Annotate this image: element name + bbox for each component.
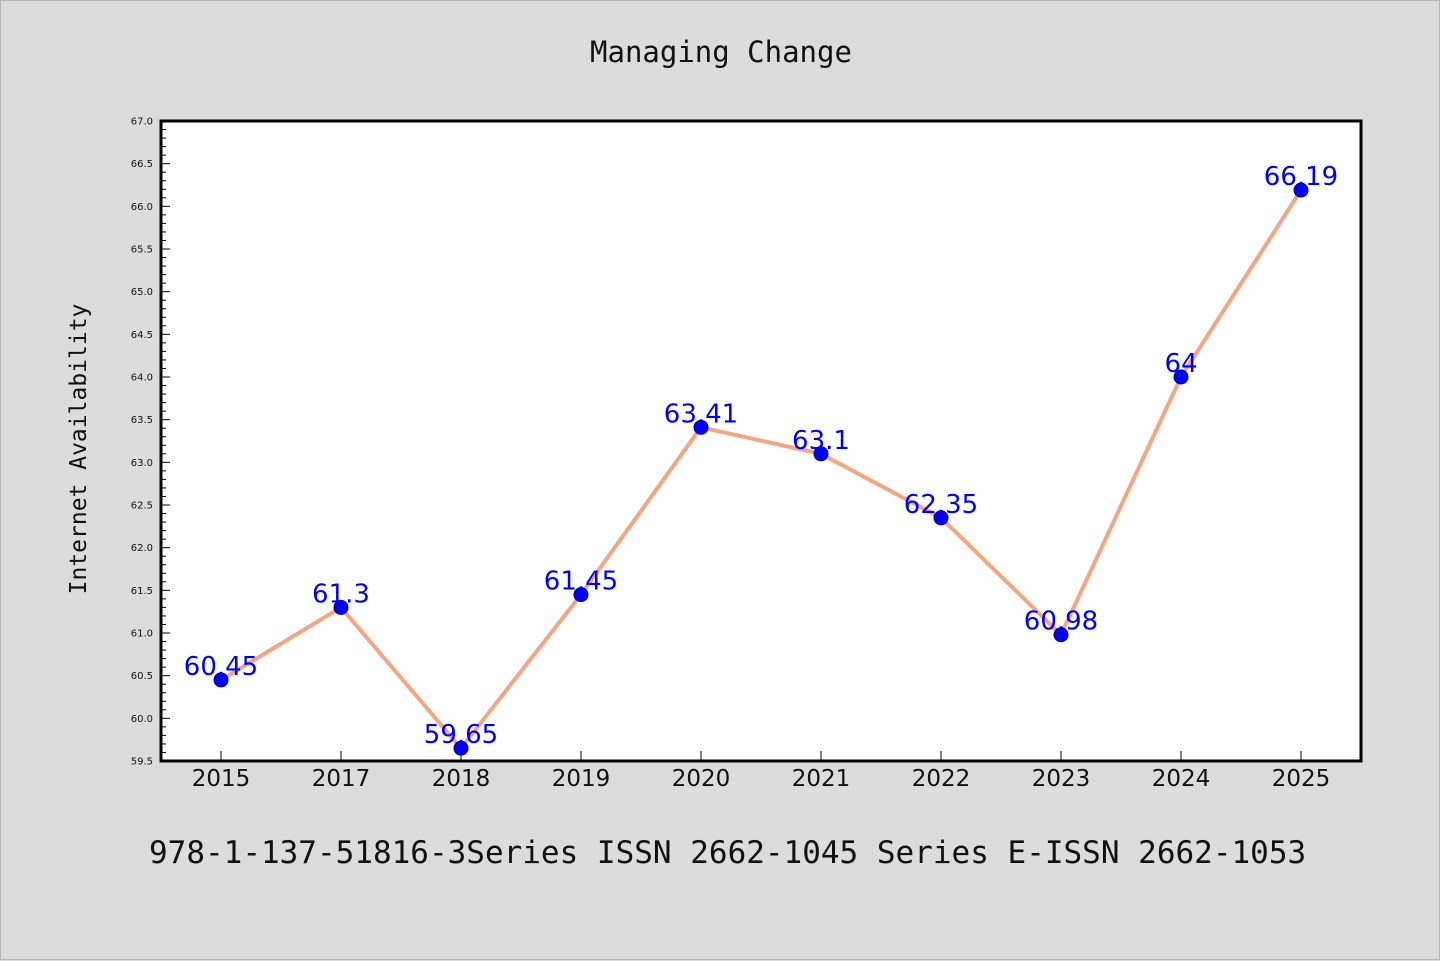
y-tick-label: 60.0 (131, 714, 153, 725)
y-tick-label: 61.0 (131, 629, 153, 640)
data-point (693, 419, 709, 435)
y-tick-label: 65.5 (131, 245, 153, 256)
y-tick-label: 62.5 (131, 501, 153, 512)
y-tick-label: 66.5 (131, 159, 153, 170)
series-line (219, 189, 1303, 751)
footer-isbn-text: 978-1-137-51816-3Series ISSN 2662-1045 S… (149, 835, 1307, 871)
x-axis-ticks: 2015 2017 2018 2019 2020 2021 2022 2023 2024 2025 (192, 751, 1331, 792)
data-point (333, 599, 349, 615)
series-layer: 60.45 61.3 59.65 61.45 63.41 63.1 62.35 60.98 64… (184, 162, 1338, 756)
y-tick-label: 63.5 (131, 415, 153, 426)
y-tick-label: 61.5 (131, 586, 153, 597)
data-label: 63.1 (792, 426, 850, 456)
x-tick-label: 2024 (1152, 766, 1211, 792)
plot-frame (159, 119, 1363, 763)
data-point (813, 446, 829, 462)
y-axis-title: Internet Availability (66, 304, 92, 595)
x-tick-label: 2018 (432, 766, 491, 792)
y-tick-label: 64.0 (131, 373, 153, 384)
data-label: 64 (1164, 349, 1197, 379)
x-tick-label: 2017 (312, 766, 371, 792)
data-point (933, 510, 949, 526)
data-label: 60.98 (1024, 607, 1098, 637)
data-label: 63.41 (664, 399, 738, 429)
data-label: 62.35 (904, 490, 978, 520)
x-tick-label: 2020 (672, 766, 731, 792)
data-label: 59.65 (424, 720, 498, 750)
y-tick-label: 62.0 (131, 543, 153, 554)
data-label: 60.45 (184, 652, 258, 682)
data-point (213, 672, 229, 688)
data-point (453, 740, 469, 756)
x-tick-label: 2021 (792, 766, 851, 792)
chart-title: Managing Change (590, 35, 852, 69)
data-point (573, 587, 589, 603)
x-tick-label: 2015 (192, 766, 251, 792)
data-point (1053, 627, 1069, 643)
x-tick-label: 2019 (552, 766, 611, 792)
x-tick-label: 2025 (1272, 766, 1331, 792)
x-tick-label: 2023 (1032, 766, 1091, 792)
y-tick-label: 59.5 (131, 757, 153, 768)
y-tick-label: 64.5 (131, 330, 153, 341)
data-label: 66.19 (1264, 162, 1338, 192)
y-tick-label: 67.0 (131, 117, 153, 128)
y-tick-label: 60.5 (131, 671, 153, 682)
y-tick-label: 66.0 (131, 202, 153, 213)
y-tick-label: 63.0 (131, 458, 153, 469)
data-point (1293, 182, 1309, 198)
y-axis-ticks: 59.5 60.0 60.5 61.0 61.5 62.0 62.5 63.0 63.5 64.0… (131, 117, 170, 768)
data-label: 61.45 (544, 567, 618, 597)
data-point (1173, 369, 1189, 385)
y-tick-label: 65.0 (131, 287, 153, 298)
data-label: 61.3 (312, 579, 370, 609)
x-tick-label: 2022 (912, 766, 971, 792)
